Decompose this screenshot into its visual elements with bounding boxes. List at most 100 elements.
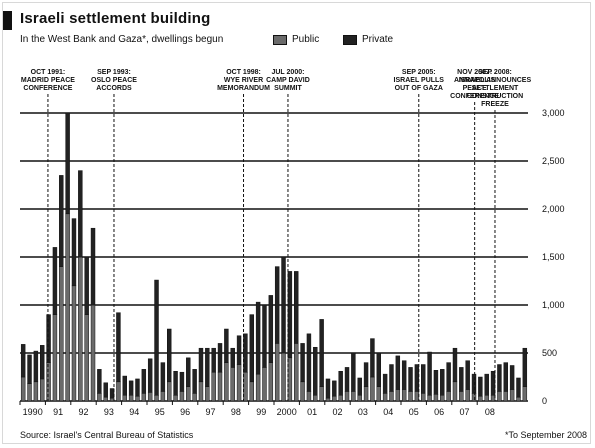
bar-private — [179, 371, 185, 392]
bar-public — [211, 371, 216, 402]
event-annotation-label: OUT OF GAZA — [395, 85, 443, 92]
bar-public — [230, 367, 235, 402]
legend-public: Public — [273, 34, 319, 45]
bar-public — [281, 352, 286, 402]
bar-private — [40, 345, 45, 380]
bar-private — [262, 304, 267, 368]
event-annotation-label: CONFERENCE — [450, 93, 499, 100]
bar-public — [122, 394, 127, 402]
bar-public — [192, 393, 197, 402]
event-annotation-label: OCT 1991: — [31, 69, 66, 76]
bar-private — [421, 364, 426, 394]
bar-public — [421, 393, 426, 402]
bar-private — [465, 360, 470, 390]
bar-public — [40, 378, 45, 402]
bar-public — [503, 391, 508, 402]
bar-private — [332, 380, 337, 397]
bar-public — [382, 393, 388, 402]
bar-public — [167, 381, 172, 402]
legend-swatch-public — [273, 34, 287, 45]
bar-public — [414, 391, 420, 402]
bar-private — [147, 358, 153, 393]
bar-public — [173, 394, 178, 402]
x-tick-label: 92 — [78, 407, 88, 417]
bar-public — [306, 391, 312, 402]
bar-private — [192, 369, 197, 394]
x-tick-label: 07 — [459, 407, 469, 417]
x-tick-label: 02 — [332, 407, 342, 417]
event-annotation-label: SEP 2008: — [478, 69, 512, 76]
bar-public — [287, 357, 293, 402]
bar-private — [268, 295, 274, 363]
bar-public — [395, 389, 401, 402]
legend-swatch-private — [343, 34, 357, 45]
bar-private — [300, 343, 305, 383]
event-annotation-label: MADRID PEACE — [21, 77, 75, 84]
chart-title: Israeli settlement building — [20, 10, 211, 27]
bar-private — [446, 362, 451, 392]
bar-public — [84, 314, 89, 402]
bar-public — [478, 395, 483, 402]
y-tick-label: 2,500 — [542, 156, 565, 166]
event-annotation-label: ANNAPOLIS — [454, 77, 496, 84]
x-tick-label: 96 — [180, 407, 190, 417]
x-tick-label: 08 — [485, 407, 495, 417]
bar-private — [440, 369, 445, 396]
event-annotation-label: SEP 2005: — [402, 69, 436, 76]
event-annotation-label: SEP 1993: — [97, 69, 131, 76]
event-annotation-label: SETTLEMENT — [472, 85, 519, 92]
bar-private — [281, 256, 286, 354]
bar-private — [224, 328, 229, 363]
bar-public — [497, 391, 502, 402]
bar-public — [71, 285, 77, 402]
bar-private — [160, 362, 166, 392]
bar-public — [224, 362, 229, 402]
bar-public — [338, 394, 343, 402]
bar-public — [509, 389, 515, 402]
bar-public — [294, 343, 299, 402]
bar-public — [274, 343, 280, 402]
bar-public — [135, 395, 140, 402]
bar-public — [33, 381, 39, 402]
bar-private — [522, 347, 528, 387]
bar-private — [351, 352, 356, 392]
bar-public — [78, 256, 83, 402]
bar-public — [300, 381, 305, 402]
legend-label-public: Public — [292, 34, 320, 45]
bar-public — [205, 386, 210, 402]
event-annotation-label: OSLO PEACE — [91, 77, 137, 84]
x-tick-label: 95 — [155, 407, 165, 417]
x-tick-label: 04 — [383, 407, 393, 417]
legend-label-private: Private — [362, 34, 394, 45]
x-tick-label: 2000 — [277, 407, 297, 417]
y-tick-label: 2,000 — [542, 204, 565, 214]
bar-public — [160, 391, 166, 402]
bar-public — [446, 391, 451, 402]
bar-private — [186, 357, 191, 387]
bar-public — [141, 393, 147, 402]
bar-public — [236, 364, 242, 402]
bar-private — [294, 271, 299, 344]
event-annotation-label: ISRAEL ANNOUNCES — [459, 77, 532, 84]
bar-private — [236, 335, 242, 365]
bar-private — [376, 352, 381, 387]
bar-private — [27, 354, 32, 384]
bar-private — [478, 376, 483, 397]
legend-private: Private — [343, 34, 393, 45]
bar-public — [484, 394, 489, 402]
bar-public — [376, 386, 381, 402]
bar-private — [167, 328, 172, 383]
bar-private — [217, 343, 223, 373]
source-note: Source: Israel's Central Bureau of Stati… — [20, 430, 194, 440]
bar-private — [90, 227, 96, 306]
bar-private — [128, 380, 134, 396]
bar-private — [319, 319, 324, 387]
bar-private — [344, 367, 350, 392]
bar-public — [116, 381, 121, 402]
bar-public — [433, 394, 439, 402]
x-tick-label: 98 — [231, 407, 241, 417]
bar-private — [103, 382, 108, 398]
bar-public — [427, 394, 432, 402]
bar-private — [97, 369, 102, 394]
